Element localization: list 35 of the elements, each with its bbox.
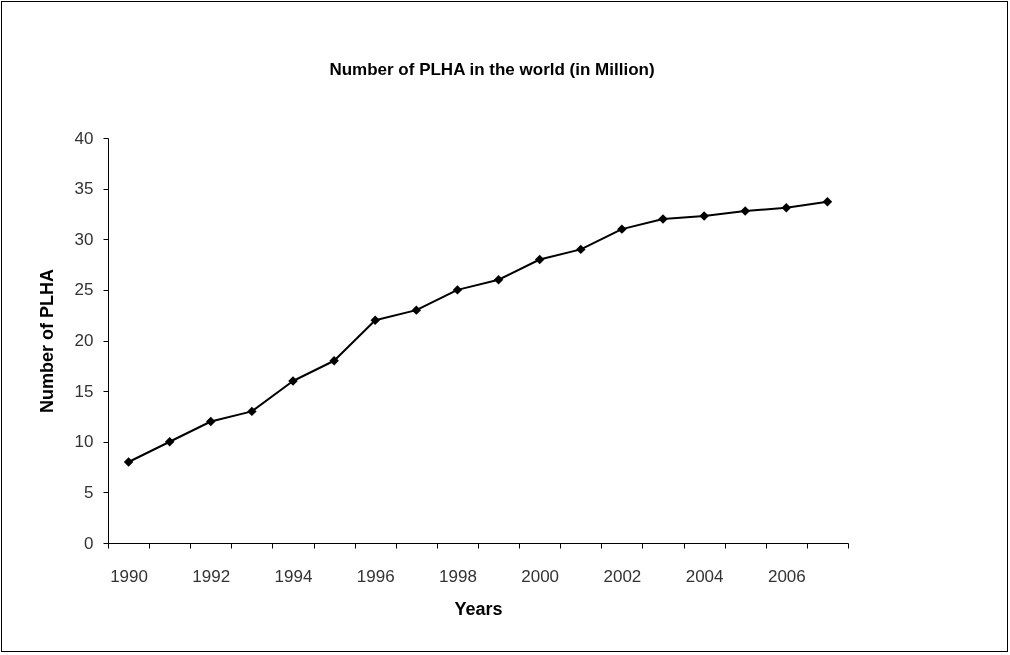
point (534, 254, 545, 265)
x-tick-label: 2000 (521, 566, 560, 586)
point (329, 356, 339, 366)
y-tick-label: 0 (84, 533, 94, 553)
point (247, 406, 257, 417)
y-axis-title: Number of PLHA (36, 269, 57, 413)
point (452, 285, 463, 295)
x-tick-label: 1996 (356, 566, 395, 586)
y-tick-label: 35 (74, 179, 94, 199)
y-tick-label: 5 (84, 482, 94, 502)
y-tick-label: 10 (74, 432, 94, 452)
y-tick-label: 25 (74, 280, 94, 300)
point (370, 315, 380, 325)
chart-title: Number of PLHA in the world (in Million) (329, 60, 655, 79)
point (781, 203, 792, 213)
x-tick-label: 1998 (439, 566, 477, 586)
x-tick-label: 2006 (767, 566, 806, 586)
point (740, 206, 750, 216)
point (411, 305, 422, 315)
x-tick-label: 1994 (274, 566, 313, 586)
y-tick-label: 30 (74, 229, 94, 249)
point (206, 416, 216, 427)
y-tick-label: 20 (74, 331, 94, 350)
y-tick-label: 40 (74, 128, 94, 148)
point (576, 244, 586, 255)
point (123, 457, 134, 467)
x-tick-label: 1990 (110, 566, 148, 586)
y-tick-label: 15 (74, 381, 94, 401)
point (822, 197, 833, 207)
point (164, 437, 175, 447)
x-tick-label: 2002 (603, 566, 642, 586)
x-axis-title: Years (454, 598, 503, 619)
x-tick-label: 1992 (192, 566, 231, 586)
x-tick-label: 2004 (685, 566, 724, 586)
point (493, 275, 504, 285)
